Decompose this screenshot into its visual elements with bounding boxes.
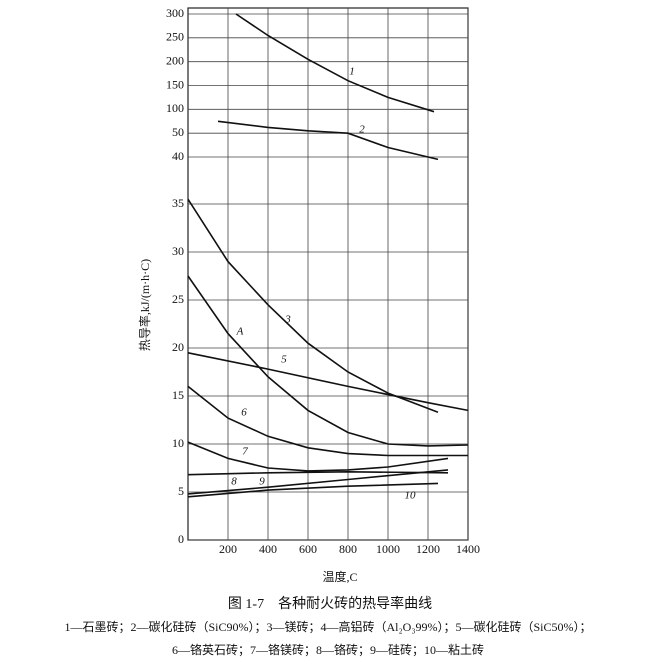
curve-label: A bbox=[236, 326, 244, 338]
y-tick-label: 0 bbox=[178, 532, 184, 546]
y-tick-label: 10 bbox=[172, 436, 184, 450]
x-tick-label: 400 bbox=[259, 542, 277, 556]
curve-label: 7 bbox=[242, 446, 248, 458]
data-line bbox=[235, 13, 435, 113]
data-line bbox=[187, 441, 449, 472]
x-axis-label: 温度,C bbox=[322, 569, 357, 584]
x-tick-label: 1400 bbox=[456, 542, 480, 556]
data-line bbox=[187, 469, 449, 495]
x-tick-label: 1000 bbox=[376, 542, 400, 556]
legend-note: 6—铬英石砖；7—铬镁砖；8—铬砖；9—硅砖；10—粘土砖 bbox=[172, 642, 484, 657]
curve-label: 6 bbox=[241, 407, 247, 419]
y-tick-label: 50 bbox=[172, 125, 184, 139]
y-tick-label: 150 bbox=[166, 77, 184, 91]
data-line bbox=[187, 275, 469, 447]
x-tick-label: 600 bbox=[299, 542, 317, 556]
x-tick-label: 1200 bbox=[416, 542, 440, 556]
legend-note: 1—石墨砖；2—碳化硅砖（SiC90%）；3—镁砖；4—高铝砖（Al₂O₃99%… bbox=[64, 619, 591, 634]
y-tick-label: 20 bbox=[172, 340, 184, 354]
caption: 图 1-7 各种耐火砖的热导率曲线 bbox=[228, 595, 432, 612]
x-tick-label: 800 bbox=[339, 542, 357, 556]
data-line bbox=[187, 470, 449, 476]
plot-frame bbox=[187, 7, 469, 541]
data-line bbox=[187, 198, 439, 414]
curve-label: 5 bbox=[281, 354, 287, 366]
data-line bbox=[187, 482, 439, 498]
curve-label: 1 bbox=[349, 66, 355, 78]
y-tick-label: 200 bbox=[166, 53, 184, 67]
curve-label: 9 bbox=[259, 476, 265, 488]
x-tick-label: 200 bbox=[219, 542, 237, 556]
curve-label: 2 bbox=[359, 124, 365, 136]
y-tick-label: 5 bbox=[178, 484, 184, 498]
data-line bbox=[187, 385, 468, 457]
y-axis-label: 热导率,kJ/(m·h·C) bbox=[137, 259, 152, 351]
y-tick-label: 25 bbox=[172, 292, 184, 306]
curve-label: 3 bbox=[284, 314, 291, 326]
y-tick-label: 40 bbox=[172, 149, 184, 163]
y-tick-label: 15 bbox=[172, 388, 184, 402]
y-tick-label: 35 bbox=[172, 196, 184, 210]
data-line bbox=[187, 352, 469, 412]
y-tick-label: 250 bbox=[166, 30, 184, 44]
data-line bbox=[217, 120, 439, 161]
curve-label: 10 bbox=[405, 490, 417, 502]
y-tick-label: 30 bbox=[172, 244, 184, 258]
y-tick-label: 300 bbox=[166, 6, 184, 20]
curve-label: 8 bbox=[231, 476, 237, 488]
y-tick-label: 100 bbox=[166, 101, 184, 115]
